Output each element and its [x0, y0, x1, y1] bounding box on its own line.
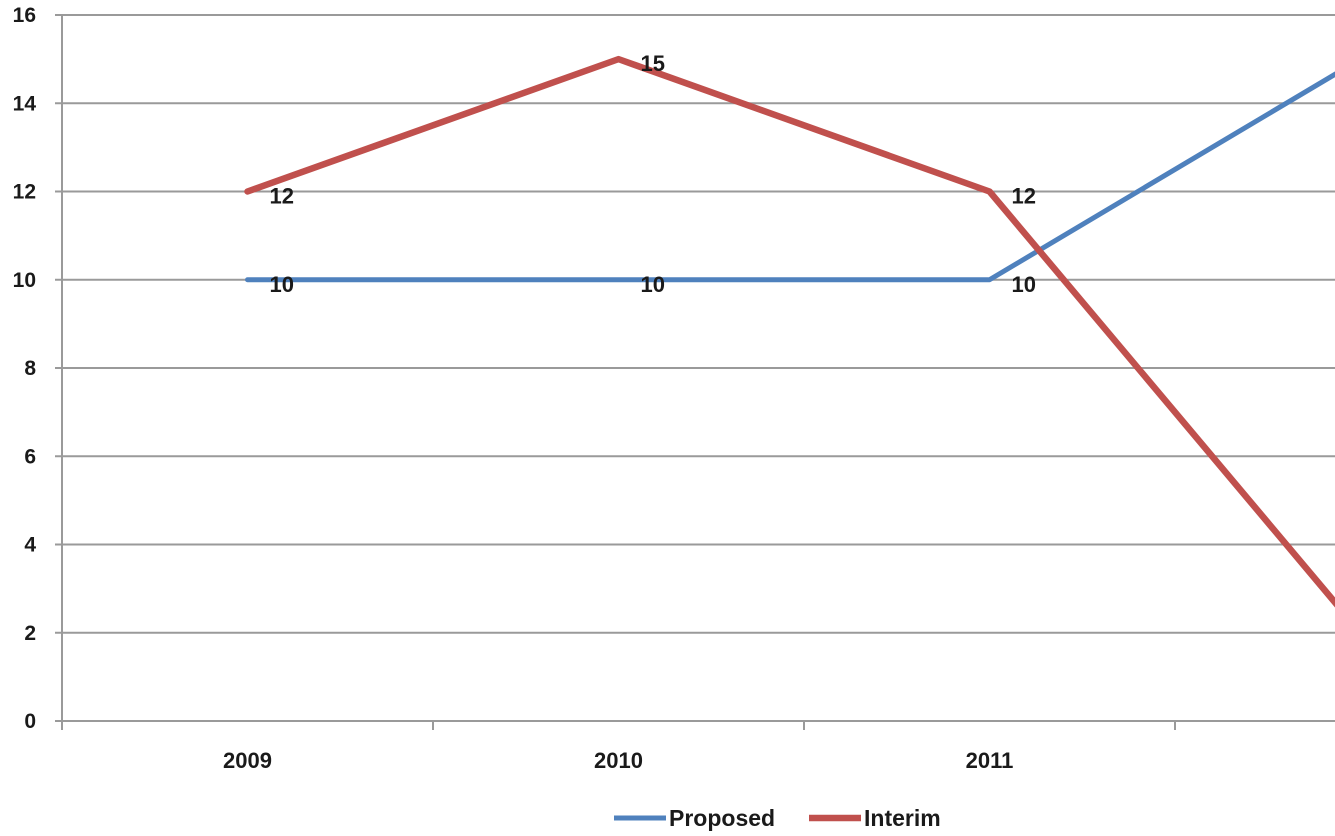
data-label: 10: [641, 272, 665, 297]
y-tick-label: 14: [13, 92, 37, 115]
y-tick-label: 8: [24, 357, 36, 380]
data-label: 10: [270, 272, 294, 297]
legend-label-proposed: Proposed: [669, 805, 775, 831]
legend-label-interim: Interim: [864, 805, 941, 831]
legend: Proposed Interim: [614, 805, 941, 831]
x-tick-label: 2009: [223, 748, 272, 773]
y-tick-label: 16: [13, 4, 36, 27]
series-line-interim: [244, 55, 1335, 608]
y-tick-label: 12: [13, 181, 36, 204]
y-tick-label: 6: [24, 445, 36, 468]
data-label: 12: [270, 184, 294, 209]
data-label: 10: [1012, 272, 1036, 297]
data-labels: 10 10 10 12 15 12: [270, 51, 1036, 297]
x-tick-label: 2010: [594, 748, 643, 773]
y-tick-label: 4: [24, 534, 36, 557]
y-tick-label: 2: [24, 622, 36, 645]
axes: [55, 15, 1335, 730]
gridlines: [62, 14, 1335, 634]
series-lines: [244, 55, 1335, 608]
data-label: 12: [1012, 184, 1036, 209]
x-tick-label: 2011: [966, 748, 1014, 773]
y-tick-label: 10: [13, 269, 36, 292]
data-label: 15: [641, 51, 665, 76]
y-tick-label: 0: [24, 710, 36, 733]
y-axis-ticks: 0 2 4 6 8 10 12 14 16: [13, 4, 62, 733]
x-axis-ticks: 2009201020112: [223, 721, 1176, 773]
series-line-proposed: [245, 71, 1335, 283]
